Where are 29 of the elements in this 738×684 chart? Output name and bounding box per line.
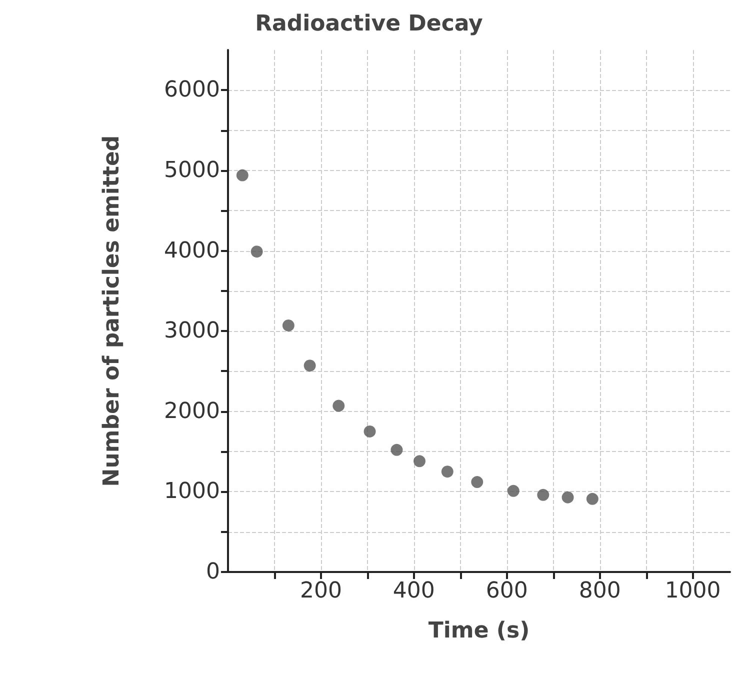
x-tick-label: 1000 xyxy=(664,578,721,604)
x-tick-label: 400 xyxy=(392,578,435,604)
y-tick-label: 0 xyxy=(206,560,220,584)
y-axis-title: Number of particles emitted xyxy=(100,135,124,487)
point xyxy=(586,492,598,505)
y-tick-label: 2000 xyxy=(164,398,220,424)
chart-title: Radioactive Decay xyxy=(255,12,483,36)
point xyxy=(390,444,403,456)
x-tick-label: 800 xyxy=(578,578,621,604)
y-tick-label: 1000 xyxy=(164,479,220,504)
point xyxy=(507,484,520,497)
point xyxy=(414,455,426,468)
y-tick-label: 3000 xyxy=(164,318,220,344)
point xyxy=(364,425,376,438)
x-tick-label: 600 xyxy=(486,578,528,604)
point xyxy=(304,360,316,372)
point xyxy=(332,400,345,412)
point xyxy=(236,169,248,182)
point xyxy=(471,476,484,488)
x-axis-title: Time (s) xyxy=(428,618,530,644)
point xyxy=(250,246,263,258)
point xyxy=(282,319,294,332)
point xyxy=(562,491,574,504)
y-tick-label: 5000 xyxy=(164,158,220,183)
y-tick-label: 6000 xyxy=(164,78,220,103)
y-tick-label: 4000 xyxy=(164,238,220,264)
point xyxy=(537,488,550,501)
x-tick-label: 200 xyxy=(300,578,342,604)
point xyxy=(441,466,454,478)
